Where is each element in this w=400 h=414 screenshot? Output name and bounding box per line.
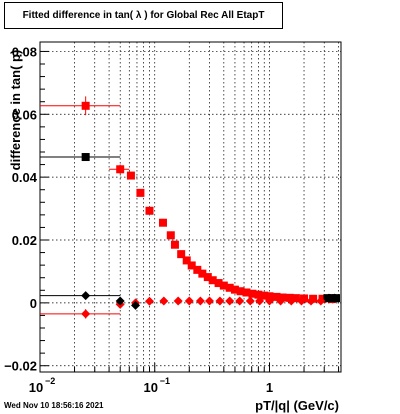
data-point-square (300, 294, 309, 303)
data-point-square (260, 291, 269, 300)
data-point-diamond (195, 296, 205, 306)
data-point-square (242, 288, 251, 297)
data-point-square (265, 292, 274, 301)
data-point-diamond (131, 300, 141, 310)
y-tick-label: 0 (30, 296, 37, 311)
data-point-diamond (255, 296, 265, 306)
plot-frame (39, 41, 342, 373)
data-point-diamond (316, 296, 326, 306)
data-point-square (116, 165, 125, 174)
data-point-square (248, 289, 257, 298)
axis-ticks (39, 50, 340, 372)
x-tick-label-exponent: −1 (160, 376, 170, 386)
data-point-diamond (184, 296, 194, 306)
x-axis-label: pT/|q| (GeV/c) (255, 398, 339, 413)
chart-title: Fitted difference in tan( λ ) for Global… (4, 2, 283, 29)
timestamp-footer: Wed Nov 10 18:56:16 2021 (4, 401, 104, 410)
y-tick-label: 0.02 (12, 233, 37, 248)
data-point-square (214, 279, 223, 288)
data-point-diamond (159, 296, 169, 306)
data-point-square (285, 293, 294, 302)
data-point-diamond (81, 291, 91, 301)
data-point-square (225, 283, 234, 292)
data-point-square (291, 294, 300, 303)
data-point-square (187, 261, 196, 270)
data-point-square (81, 101, 90, 110)
data-point-diamond (225, 296, 235, 306)
data-point-diamond (215, 296, 225, 306)
data-point-diamond (204, 296, 214, 306)
y-tick-label: −0.02 (4, 359, 37, 374)
y-tick-label: 0.04 (12, 170, 38, 185)
data-point-square (198, 269, 207, 278)
data-point-square (182, 256, 191, 265)
data-point-diamond (324, 293, 334, 303)
data-point-square (126, 171, 135, 180)
data-point-square (236, 287, 245, 296)
data-point-square (278, 293, 287, 302)
data-point-diamond (115, 296, 125, 306)
data-point-square (158, 218, 167, 227)
x-tick-label: 10 −2 (29, 376, 56, 395)
x-tick-label-exponent: −2 (45, 376, 55, 386)
y-tick-label: 0.06 (12, 107, 37, 122)
data-point-diamond (264, 296, 274, 306)
data-point-diamond (173, 296, 183, 306)
data-point-square (254, 290, 263, 299)
data-point-square (166, 231, 175, 240)
data-point-diamond (306, 296, 316, 306)
data-point-square (81, 153, 90, 162)
data-point-diamond (81, 309, 91, 319)
x-tick-label: 1 (266, 380, 273, 395)
data-point-diamond (144, 296, 154, 306)
y-axis-label: difference in tan( p) (8, 50, 23, 171)
data-point-diamond (235, 296, 245, 306)
data-point-diamond (276, 296, 286, 306)
data-point-diamond (296, 296, 306, 306)
y-tick-label: 0.08 (12, 44, 37, 59)
data-point-diamond (330, 293, 340, 303)
data-point-diamond (245, 296, 255, 306)
data-point-square (230, 285, 239, 294)
data-point-square (145, 206, 154, 215)
data-marks (40, 96, 341, 319)
x-tick-label-text: 10 (29, 380, 43, 395)
x-tick-label-text: 1 (266, 380, 273, 395)
data-point-diamond (286, 296, 296, 306)
x-tick-label: 10 −1 (144, 376, 171, 395)
data-point-square (136, 188, 145, 197)
data-point-square (177, 250, 186, 259)
data-point-square (203, 273, 212, 282)
data-point-square (193, 265, 202, 274)
data-point-square (208, 276, 217, 285)
data-point-square (170, 240, 179, 249)
data-point-square (272, 292, 281, 301)
data-point-square (219, 281, 228, 290)
x-tick-label-text: 10 (144, 380, 158, 395)
